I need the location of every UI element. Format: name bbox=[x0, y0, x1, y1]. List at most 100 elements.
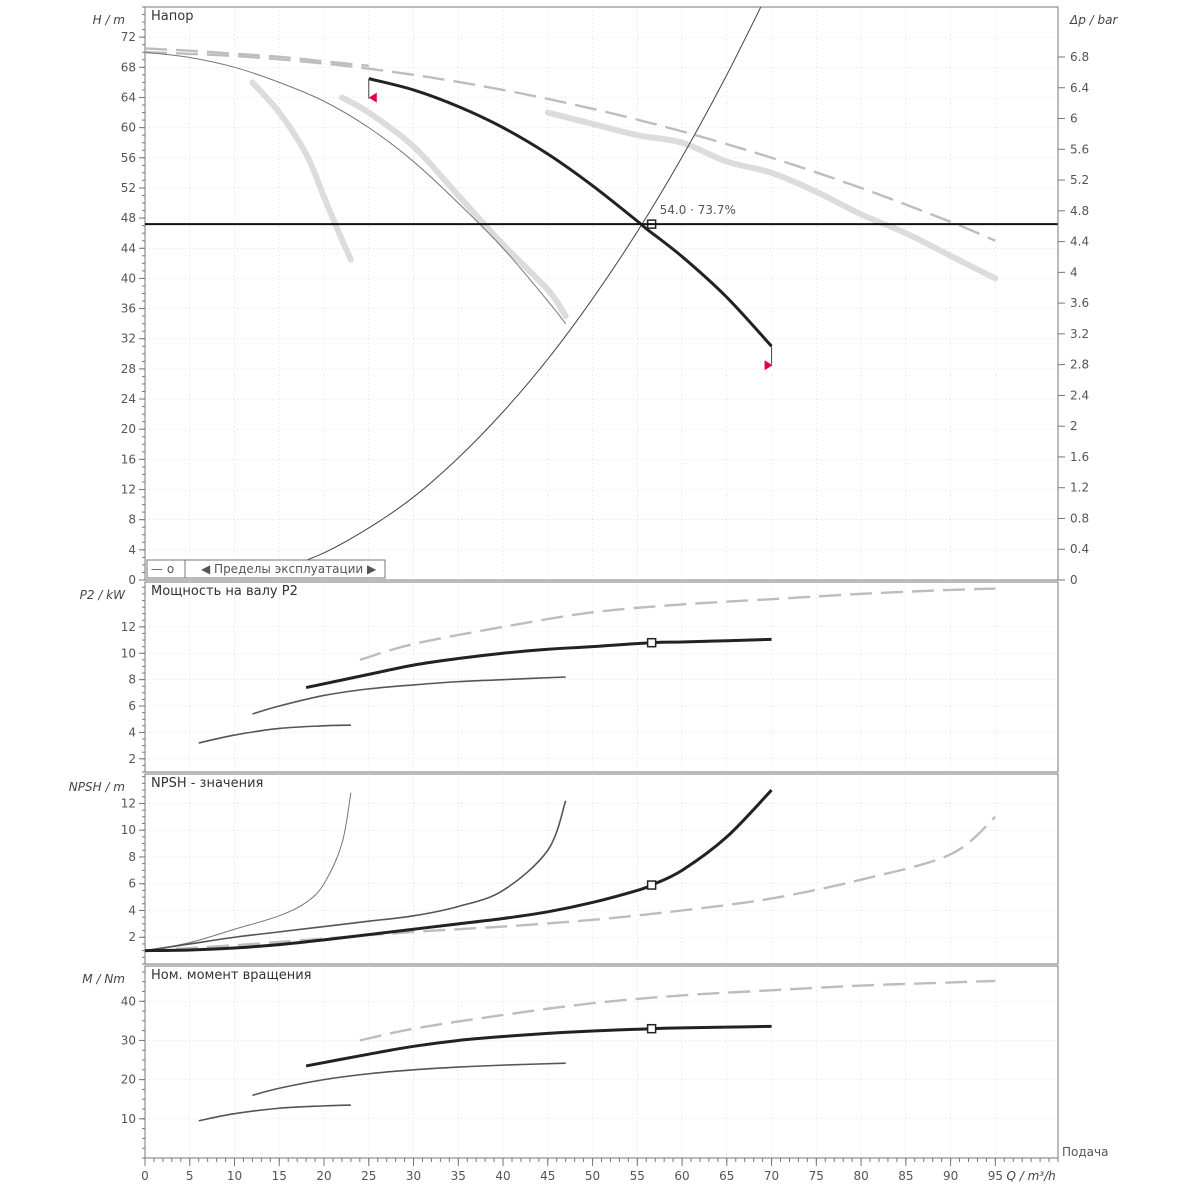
y-tick-label: 6 bbox=[128, 699, 136, 713]
y-tick-label: 40 bbox=[121, 994, 136, 1008]
x-tick-label: 85 bbox=[898, 1169, 913, 1183]
series-line-med-4 bbox=[198, 724, 351, 744]
series-line-main-1 bbox=[305, 637, 772, 690]
x-tick-label: 55 bbox=[630, 1169, 645, 1183]
series-line-main-1 bbox=[305, 1024, 772, 1068]
y2-tick-label: 6.4 bbox=[1070, 81, 1089, 95]
series-line-thin-4 bbox=[145, 792, 352, 952]
x-tick-label: 35 bbox=[451, 1169, 466, 1183]
y2-tick-label: 4.8 bbox=[1070, 204, 1089, 218]
series-line-med-4 bbox=[198, 1104, 351, 1122]
series-line-main-1 bbox=[145, 789, 773, 953]
y2-tick-label: 0.8 bbox=[1070, 511, 1089, 525]
operating-point-marker bbox=[646, 880, 657, 890]
panel-title: NPSH - значения bbox=[151, 776, 263, 791]
y-tick-label: 48 bbox=[121, 211, 136, 225]
y-tick-label: 10 bbox=[121, 1112, 136, 1126]
x-tick-label: 0 bbox=[141, 1169, 149, 1183]
panel-4: 10 20 30 40 M / Nm Ном. момент вращения bbox=[82, 965, 1059, 1159]
x-axis-label: Q / m³/h bbox=[1007, 1169, 1056, 1183]
y-tick-label: 30 bbox=[121, 1033, 136, 1047]
y2-tick-label: 5.2 bbox=[1070, 173, 1089, 187]
series-line-dash-2 bbox=[145, 51, 996, 242]
x-tick-label: 25 bbox=[361, 1169, 376, 1183]
limit-marker-left bbox=[368, 92, 377, 103]
legend: — o ◀ Пределы эксплуатации ▶ bbox=[146, 559, 386, 579]
operating-point-label: 54.0 · 73.7% bbox=[660, 203, 736, 217]
series-line-band-5 bbox=[249, 79, 354, 263]
x-tick-label: 60 bbox=[674, 1169, 689, 1183]
series-line-dash-2 bbox=[359, 587, 996, 661]
y-tick-label: 32 bbox=[121, 332, 136, 346]
x-axis-right-label: Подача bbox=[1062, 1145, 1108, 1159]
x-tick-label: 95 bbox=[988, 1169, 1003, 1183]
y-tick-label: 4 bbox=[128, 903, 136, 917]
series-group bbox=[145, 7, 999, 577]
y2-tick-label: 4 bbox=[1070, 265, 1078, 279]
y-tick-label: 12 bbox=[121, 796, 136, 810]
y-tick-label: 40 bbox=[121, 271, 136, 285]
series-line-thin-4 bbox=[145, 51, 567, 324]
y-axis-label: M / Nm bbox=[82, 972, 125, 986]
y-tick-label: 12 bbox=[121, 483, 136, 497]
y-tick-label: 4 bbox=[128, 543, 136, 557]
series-group bbox=[198, 979, 996, 1122]
y2-axis-label: Δp / bar bbox=[1069, 13, 1118, 27]
y-tick-label: 52 bbox=[121, 181, 136, 195]
series-line-dash-3 bbox=[145, 47, 369, 68]
y-tick-label: 44 bbox=[121, 241, 136, 255]
series-line-band-7 bbox=[544, 109, 999, 282]
x-tick-label: 50 bbox=[585, 1169, 600, 1183]
y2-tick-label: 5.6 bbox=[1070, 142, 1089, 156]
series-line-band-6 bbox=[338, 94, 569, 320]
series-group bbox=[198, 587, 996, 744]
y2-tick-label: 2.4 bbox=[1070, 388, 1089, 402]
y2-tick-label: 3.6 bbox=[1070, 296, 1089, 310]
y2-tick-label: 2 bbox=[1070, 419, 1078, 433]
series-line-dash-2 bbox=[145, 815, 997, 952]
y-tick-label: 2 bbox=[128, 930, 136, 944]
y-tick-label: 10 bbox=[121, 646, 136, 660]
y-tick-label: 16 bbox=[121, 452, 136, 466]
y-axis-label: NPSH / m bbox=[69, 780, 125, 794]
y-tick-label: 24 bbox=[121, 392, 136, 406]
y2-tick-label: 3.2 bbox=[1070, 327, 1089, 341]
y2-tick-label: 1.2 bbox=[1070, 481, 1089, 495]
x-tick-label: 75 bbox=[809, 1169, 824, 1183]
y-tick-label: 6 bbox=[128, 877, 136, 891]
panel-frame bbox=[144, 773, 1059, 965]
series-line-med-3 bbox=[252, 1062, 566, 1097]
x-tick-label: 70 bbox=[764, 1169, 779, 1183]
y-tick-label: 4 bbox=[128, 725, 136, 739]
legend-item-1: — o bbox=[151, 562, 174, 576]
x-tick-label: 15 bbox=[272, 1169, 287, 1183]
series-line-sys-8 bbox=[261, 7, 762, 577]
y-tick-label: 68 bbox=[121, 60, 136, 74]
x-tick-label: 45 bbox=[540, 1169, 555, 1183]
series-line-med-3 bbox=[145, 800, 567, 952]
y-tick-label: 10 bbox=[121, 823, 136, 837]
series-group bbox=[145, 789, 997, 953]
y-tick-label: 56 bbox=[121, 151, 136, 165]
y-tick-label: 12 bbox=[121, 620, 136, 634]
x-tick-label: 5 bbox=[186, 1169, 194, 1183]
y-tick-label: 28 bbox=[121, 362, 136, 376]
panel-title: Ном. момент вращения bbox=[151, 968, 311, 983]
panel-frame bbox=[144, 965, 1059, 1159]
panel-3: 2 4 6 8 10 12 NPSH / m NPSH - значения bbox=[69, 773, 1059, 965]
limit-marker-right bbox=[764, 360, 773, 371]
x-tick-label: 40 bbox=[495, 1169, 510, 1183]
x-tick-label: 65 bbox=[719, 1169, 734, 1183]
series-line-main-1 bbox=[368, 77, 773, 348]
y-tick-label: 60 bbox=[121, 121, 136, 135]
x-tick-label: 10 bbox=[227, 1169, 242, 1183]
y-tick-label: 20 bbox=[121, 422, 136, 436]
y-tick-label: 36 bbox=[121, 302, 136, 316]
legend-item-2: ◀ Пределы эксплуатации ▶ bbox=[201, 562, 377, 576]
y-axis-label: H / m bbox=[93, 13, 125, 27]
y2-tick-label: 1.6 bbox=[1070, 450, 1089, 464]
x-tick-label: 80 bbox=[853, 1169, 868, 1183]
legend-box bbox=[146, 559, 386, 579]
